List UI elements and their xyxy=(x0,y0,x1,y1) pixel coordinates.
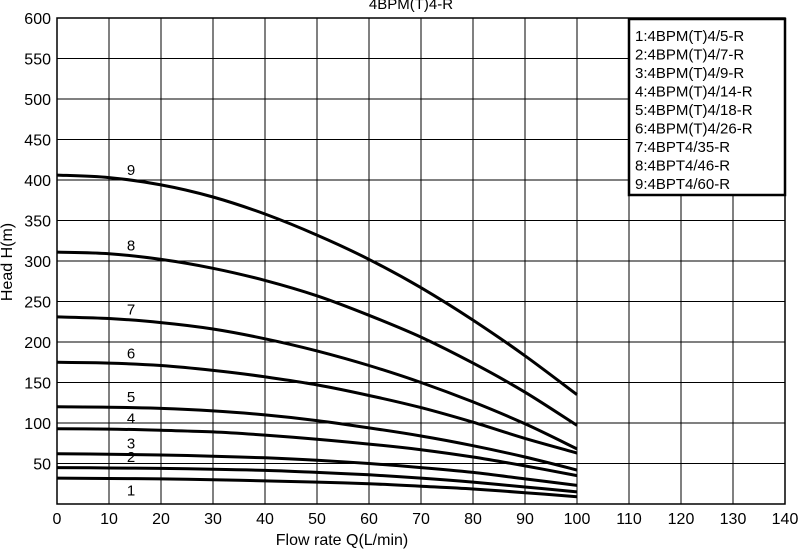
curve-label-5: 5 xyxy=(127,389,135,406)
x-tick-label: 20 xyxy=(152,511,170,528)
curves xyxy=(56,173,578,499)
legend-entry: 1:4BPM(T)4/5-R xyxy=(635,28,744,45)
x-axis-ticks: 0 10 20 30 40 50 60 70 80 90 100 110 120 130 140 xyxy=(53,511,799,528)
legend: 1:4BPM(T)4/5-R 2:4BPM(T)4/7-R3:4BPM(T)4/9… xyxy=(627,17,787,197)
x-tick-label: 120 xyxy=(668,511,695,528)
x-tick-label: 70 xyxy=(412,511,430,528)
curve-7 xyxy=(56,315,578,451)
y-tick-label: 100 xyxy=(24,416,51,433)
curve-label-1: 1 xyxy=(127,483,135,500)
curve-4 xyxy=(56,427,578,478)
y-tick-label: 250 xyxy=(24,295,51,312)
y-tick-label: 500 xyxy=(24,92,51,109)
curve-9 xyxy=(56,173,578,396)
curve-label-4: 4 xyxy=(127,411,135,428)
x-tick-label: 40 xyxy=(256,511,274,528)
x-tick-label: 140 xyxy=(772,511,799,528)
curve-2 xyxy=(56,466,578,494)
legend-entry: 4:4BPM(T)4/14-R xyxy=(635,84,753,101)
chart-title: 4BPM(T)4-R xyxy=(369,0,453,13)
x-tick-label: 90 xyxy=(516,511,534,528)
legend-entry: 2:4BPM(T)4/7-R xyxy=(635,47,744,64)
y-tick-label: 300 xyxy=(24,254,51,271)
x-tick-label: 60 xyxy=(360,511,378,528)
curve-3 xyxy=(56,452,578,487)
y-tick-label: 450 xyxy=(24,133,51,150)
y-tick-label: 400 xyxy=(24,173,51,190)
legend-box xyxy=(627,17,787,197)
curve-label-6: 6 xyxy=(127,345,135,362)
x-tick-label: 10 xyxy=(100,511,118,528)
y-tick-label: 350 xyxy=(24,214,51,231)
x-axis-label: Flow rate Q(L/min) xyxy=(276,532,408,549)
y-tick-label: 200 xyxy=(24,335,51,352)
y-tick-label: 150 xyxy=(24,376,51,393)
legend-entry: 5:4BPM(T)4/18-R xyxy=(635,102,753,119)
y-axis-label: Head H(m) xyxy=(0,223,16,301)
x-tick-label: 0 xyxy=(53,511,62,528)
legend-entry: 8:4BPT4/46-R xyxy=(635,158,730,175)
x-tick-label: 110 xyxy=(616,511,642,528)
x-tick-label: 100 xyxy=(564,511,591,528)
curve-5 xyxy=(56,405,578,472)
plot-frame xyxy=(56,17,786,505)
y-tick-label: 550 xyxy=(24,52,51,69)
curve-label-2: 2 xyxy=(127,449,135,466)
x-tick-label: 30 xyxy=(204,511,222,528)
x-tick-label: 50 xyxy=(308,511,326,528)
curve-1 xyxy=(56,476,578,499)
curve-label-8: 8 xyxy=(127,238,135,255)
legend-entry: 7:4BPT4/35-R xyxy=(635,139,730,156)
legend-entry: 6:4BPM(T)4/26-R xyxy=(635,121,753,138)
curve-6 xyxy=(56,360,578,455)
y-axis-ticks: 600 550 500 450 400 350 300 250 200 150 100 50 xyxy=(24,11,51,474)
curve-label-9: 9 xyxy=(127,162,135,179)
x-tick-label: 80 xyxy=(464,511,482,528)
legend-entry: 3:4BPM(T)4/9-R xyxy=(635,65,744,82)
curve-label-7: 7 xyxy=(127,302,135,319)
curve-label-3: 3 xyxy=(127,436,135,453)
legend-entry: 9:4BPT4/60-R xyxy=(635,176,730,193)
curve-8 xyxy=(56,250,578,427)
x-tick-label: 130 xyxy=(720,511,747,528)
y-tick-label: 600 xyxy=(24,11,51,28)
y-tick-label: 50 xyxy=(33,457,51,474)
